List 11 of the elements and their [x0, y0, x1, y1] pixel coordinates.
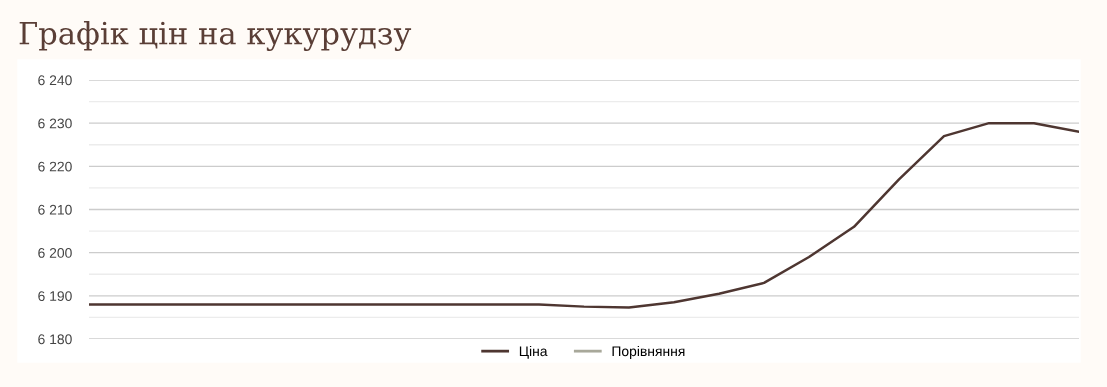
- y-tick-label: 6 210: [38, 204, 72, 215]
- y-tick-label: 6 220: [38, 161, 72, 172]
- legend-label: Порівняння: [612, 345, 685, 359]
- chart-title: Графік цін на кукурудзу: [19, 21, 412, 51]
- line-series: [89, 121, 1079, 309]
- legend-label: Ціна: [519, 345, 548, 359]
- y-tick-label: 6 240: [38, 75, 72, 86]
- y-tick-label: 6 180: [38, 334, 72, 345]
- y-tick-label: 6 230: [38, 118, 72, 129]
- y-tick-label: 6 190: [38, 291, 72, 301]
- y-tick-label: 6 200: [38, 248, 72, 258]
